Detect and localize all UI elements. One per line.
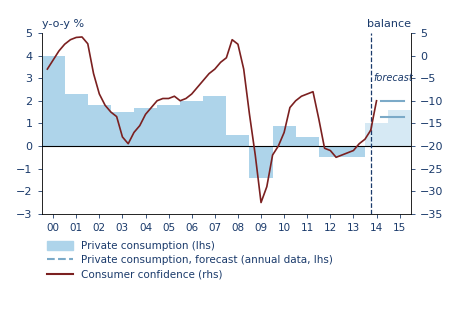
Text: forecast: forecast <box>373 73 413 83</box>
Text: y-o-y %: y-o-y % <box>42 19 84 29</box>
Legend: Private consumption (lhs), Private consumption, forecast (annual data, lhs), Con: Private consumption (lhs), Private consu… <box>47 241 333 280</box>
Text: balance: balance <box>367 19 411 29</box>
